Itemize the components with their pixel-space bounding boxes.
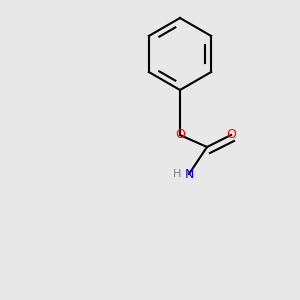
Text: N: N [184, 167, 194, 181]
Text: O: O [175, 128, 185, 142]
Text: H: H [173, 169, 181, 179]
Text: O: O [226, 128, 236, 142]
